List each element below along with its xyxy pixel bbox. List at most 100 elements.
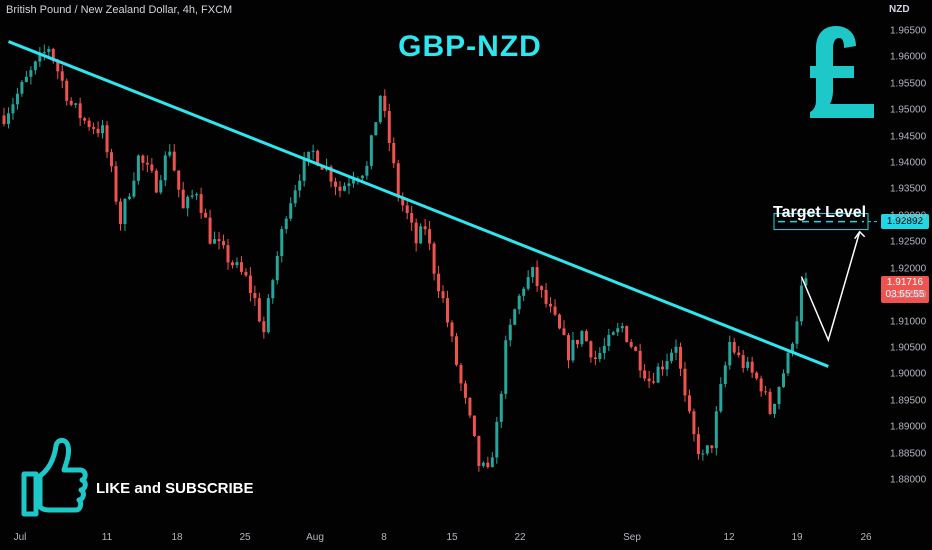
candle-body bbox=[687, 395, 691, 412]
candle-body bbox=[248, 275, 252, 294]
candle-body bbox=[280, 229, 284, 257]
candle-body bbox=[553, 306, 557, 315]
candle-body bbox=[127, 196, 131, 199]
candle-body bbox=[755, 372, 759, 379]
candle-body bbox=[795, 321, 799, 344]
y-tick-label: 1.93000 bbox=[890, 210, 927, 222]
candle-body bbox=[728, 342, 732, 366]
candle-body bbox=[275, 256, 279, 281]
candle-body bbox=[338, 186, 342, 191]
x-tick-label: 15 bbox=[446, 532, 458, 543]
candle-body bbox=[423, 226, 427, 230]
candle-body bbox=[719, 384, 723, 412]
candle-body bbox=[652, 381, 656, 383]
candle-body bbox=[190, 195, 194, 197]
trendline bbox=[7, 40, 829, 368]
candle-body bbox=[110, 152, 114, 167]
candle-body bbox=[257, 298, 261, 322]
axis-currency-label: NZD bbox=[889, 4, 910, 15]
candle-body bbox=[60, 71, 64, 81]
thumbs-up-icon bbox=[21, 437, 88, 517]
candle-body bbox=[499, 393, 503, 422]
candle-body bbox=[293, 190, 297, 204]
candle-body bbox=[383, 95, 387, 111]
y-tick-label: 1.89500 bbox=[890, 395, 927, 407]
candle-body bbox=[387, 110, 391, 143]
candle-body bbox=[320, 165, 324, 170]
x-tick-label: 8 bbox=[381, 532, 387, 543]
candle-body bbox=[101, 125, 105, 134]
y-tick-label: 1.95000 bbox=[890, 104, 927, 116]
candle-body bbox=[154, 170, 158, 193]
cta-text: LIKE and SUBSCRIBE bbox=[96, 480, 254, 497]
x-tick-label: Sep bbox=[623, 532, 641, 543]
candle-body bbox=[87, 120, 91, 128]
candle-body bbox=[181, 189, 185, 209]
y-tick-label: 1.90500 bbox=[890, 342, 927, 354]
candle-body bbox=[437, 273, 441, 292]
candle-body bbox=[145, 162, 149, 165]
candle-body bbox=[441, 291, 445, 299]
candle-body bbox=[378, 95, 382, 123]
candle-body bbox=[96, 128, 100, 134]
candle-body bbox=[374, 122, 378, 136]
candle-body bbox=[29, 70, 33, 77]
candle-body bbox=[20, 81, 24, 94]
chart-title: GBP-NZD bbox=[398, 30, 542, 63]
candle-body bbox=[213, 239, 217, 244]
candle-body bbox=[562, 328, 566, 336]
candle-body bbox=[782, 373, 786, 388]
candle-body bbox=[168, 151, 172, 156]
y-tick-label: 1.93500 bbox=[890, 183, 927, 195]
candle-body bbox=[405, 205, 409, 214]
candle-body bbox=[284, 218, 288, 230]
candle-body bbox=[428, 229, 432, 244]
candle-body bbox=[92, 127, 96, 129]
candle-body bbox=[74, 103, 78, 105]
candle-body bbox=[540, 286, 544, 290]
candle-body bbox=[217, 239, 221, 242]
candle-body bbox=[15, 93, 19, 105]
candle-body bbox=[544, 289, 548, 304]
candle-body bbox=[24, 76, 28, 82]
x-tick-label: Jul bbox=[13, 532, 27, 543]
candle-body bbox=[732, 342, 736, 353]
candle-body bbox=[661, 366, 665, 370]
y-tick-label: 1.90000 bbox=[890, 368, 927, 380]
candle-body bbox=[446, 298, 450, 323]
candle-body bbox=[262, 321, 266, 333]
candle-body bbox=[723, 365, 727, 385]
candle-body bbox=[342, 185, 346, 191]
candle-body bbox=[786, 352, 790, 374]
candle-body bbox=[38, 52, 42, 62]
candle-body bbox=[226, 245, 230, 263]
candle-body bbox=[701, 453, 705, 455]
candle-body bbox=[83, 118, 87, 121]
y-tick-label: 1.95500 bbox=[890, 78, 927, 90]
candle-body bbox=[419, 226, 423, 244]
candle-body bbox=[244, 271, 248, 276]
candle-body bbox=[195, 194, 199, 196]
candle-body bbox=[459, 364, 463, 384]
candle-body bbox=[799, 285, 803, 322]
x-tick-label: 19 bbox=[791, 532, 803, 543]
candle-body bbox=[741, 355, 745, 368]
candle-body bbox=[558, 314, 562, 329]
candle-body bbox=[710, 445, 714, 449]
x-tick-label: 26 bbox=[860, 532, 872, 543]
candle-body bbox=[589, 341, 593, 358]
candle-body bbox=[69, 100, 73, 105]
candle-body bbox=[316, 150, 320, 166]
y-tick-label: 1.88000 bbox=[890, 474, 927, 486]
candle-body bbox=[114, 166, 118, 202]
y-tick-label: 1.96000 bbox=[890, 51, 927, 63]
candle-body bbox=[351, 179, 355, 184]
instrument-header[interactable]: British Pound / New Zealand Dollar, 4h, … bbox=[6, 4, 233, 16]
candle-body bbox=[531, 267, 535, 278]
candle-body bbox=[625, 326, 629, 343]
candle-body bbox=[665, 360, 669, 370]
candle-body bbox=[347, 183, 351, 186]
x-tick-label: Aug bbox=[306, 532, 324, 543]
